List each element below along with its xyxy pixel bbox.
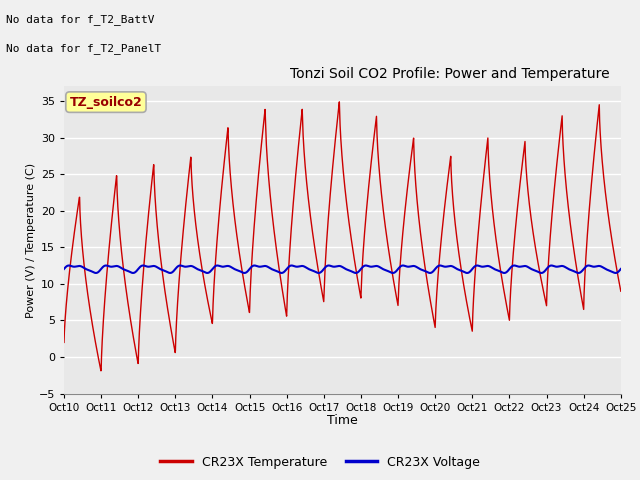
X-axis label: Time: Time — [327, 414, 358, 427]
Text: No data for f_T2_BattV: No data for f_T2_BattV — [6, 14, 155, 25]
Y-axis label: Power (V) / Temperature (C): Power (V) / Temperature (C) — [26, 162, 36, 318]
Legend: CR23X Temperature, CR23X Voltage: CR23X Temperature, CR23X Voltage — [156, 451, 484, 474]
Text: No data for f_T2_PanelT: No data for f_T2_PanelT — [6, 43, 162, 54]
Text: TZ_soilco2: TZ_soilco2 — [70, 96, 142, 108]
Text: Tonzi Soil CO2 Profile: Power and Temperature: Tonzi Soil CO2 Profile: Power and Temper… — [290, 67, 610, 81]
